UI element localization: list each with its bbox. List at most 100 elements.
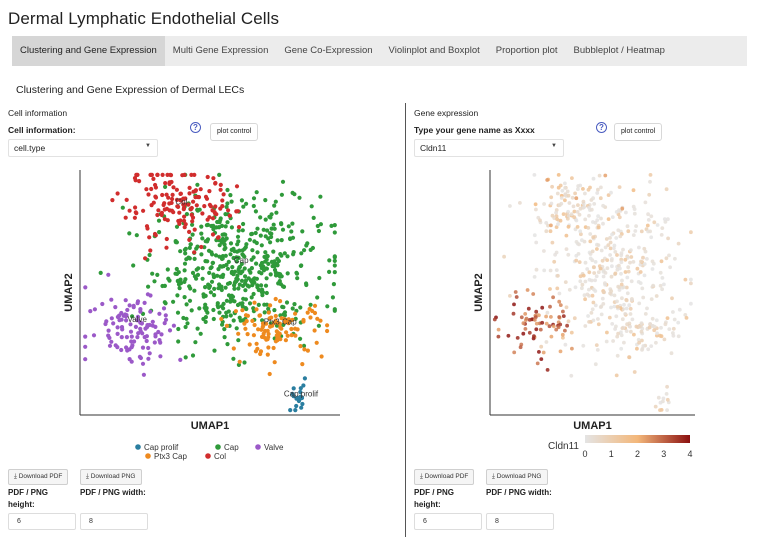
scatter-point	[195, 272, 201, 277]
scatter-point	[586, 226, 591, 230]
scatter-point	[626, 269, 631, 274]
scatter-point	[281, 305, 286, 310]
scatter-point	[304, 282, 309, 288]
scatter-point	[310, 308, 315, 314]
scatter-point	[225, 266, 230, 271]
scatter-point	[603, 281, 607, 286]
scatter-point	[141, 208, 146, 213]
scatter-point	[569, 330, 574, 335]
scatter-point	[588, 239, 593, 244]
scatter-point	[251, 255, 256, 260]
scatter-point	[635, 346, 639, 351]
gene-select[interactable]: Cldn11 ▼	[414, 139, 564, 157]
scatter-point	[226, 259, 231, 264]
scatter-point	[662, 282, 666, 287]
scatter-point	[294, 403, 299, 409]
scatter-point	[234, 326, 239, 331]
tab-bubble-heatmap[interactable]: Bubbleplot / Heatmap	[573, 45, 665, 56]
scatter-point	[293, 408, 298, 413]
scatter-point	[549, 201, 554, 206]
scatter-point	[649, 235, 654, 240]
tab-violin-boxplot[interactable]: Violinplot and Boxplot	[388, 45, 480, 56]
scatter-point	[295, 276, 300, 281]
scatter-point	[601, 203, 605, 208]
scatter-point	[659, 325, 663, 330]
download-pdf-button[interactable]: ⤓ Download PDF	[8, 469, 69, 485]
scatter-point	[561, 335, 565, 340]
plot-control-button[interactable]: plot control	[614, 123, 663, 141]
tab-multi-gene[interactable]: Multi Gene Expression	[172, 45, 269, 56]
scatter-point	[285, 271, 290, 276]
scatter-point	[550, 213, 555, 218]
download-png-button[interactable]: ⤓ Download PNG	[80, 469, 142, 485]
plot-control-button[interactable]: plot control	[210, 123, 259, 141]
scatter-point	[589, 278, 594, 283]
scatter-point	[512, 350, 517, 355]
scatter-point	[107, 335, 112, 340]
scatter-point	[258, 263, 263, 268]
height-input[interactable]: 6	[414, 513, 482, 530]
download-png-button[interactable]: ⤓ Download PNG	[486, 469, 548, 485]
scatter-point	[549, 315, 553, 319]
scatter-point	[600, 258, 605, 263]
scatter-point	[202, 245, 207, 250]
height-input[interactable]: 6	[8, 513, 76, 530]
scatter-point	[217, 172, 222, 177]
scatter-point	[265, 228, 270, 233]
scatter-point	[534, 321, 539, 326]
scatter-point	[185, 321, 190, 326]
scatter-point	[243, 274, 248, 279]
scatter-point	[162, 321, 167, 326]
app-title: Dermal Lymphatic Endothelial Cells	[8, 9, 280, 28]
scatter-point	[210, 252, 215, 257]
scatter-point	[300, 401, 305, 407]
scatter-point	[576, 187, 580, 191]
tab-proportion[interactable]: Proportion plot	[495, 45, 558, 56]
scatter-point	[250, 283, 255, 288]
scatter-point	[606, 217, 611, 221]
width-input[interactable]: 8	[486, 513, 554, 530]
scatter-point	[150, 319, 155, 324]
scatter-point	[266, 345, 271, 350]
scatter-point	[580, 282, 585, 287]
scatter-point	[176, 270, 181, 275]
legend-swatch	[215, 444, 221, 450]
help-icon[interactable]: ?	[596, 122, 607, 133]
scatter-point	[632, 211, 637, 216]
cell-info-select[interactable]: cell.type ▼	[8, 139, 158, 157]
scatter-point	[293, 316, 298, 321]
scatter-point	[202, 204, 207, 209]
scatter-point	[104, 319, 109, 324]
scatter-point	[212, 210, 217, 215]
scatter-point	[586, 187, 591, 192]
scatter-point	[554, 250, 559, 255]
scatter-point	[677, 307, 682, 312]
scatter-point	[260, 318, 265, 323]
scatter-point	[554, 210, 558, 215]
scatter-point	[496, 334, 501, 339]
scatter-point	[558, 349, 563, 354]
tab-co-expression[interactable]: Gene Co-Expression	[284, 45, 373, 56]
scatter-point	[620, 206, 625, 211]
scatter-point	[676, 320, 681, 325]
scatter-point	[617, 215, 622, 220]
tab-clustering[interactable]: Clustering and Gene Expression	[12, 36, 165, 66]
scatter-point	[228, 296, 234, 301]
scatter-point	[631, 188, 636, 193]
scatter-point	[280, 284, 286, 289]
scatter-point	[629, 279, 634, 284]
scatter-point	[625, 291, 630, 296]
scatter-point	[194, 267, 199, 272]
scatter-point	[195, 326, 200, 331]
width-input[interactable]: 8	[80, 513, 148, 530]
scatter-point	[264, 321, 269, 326]
scatter-point	[661, 396, 666, 401]
help-icon[interactable]: ?	[190, 122, 201, 133]
scatter-point	[195, 182, 200, 187]
scatter-point	[601, 274, 606, 279]
download-pdf-button[interactable]: ⤓ Download PDF	[414, 469, 475, 485]
scatter-point	[212, 348, 217, 353]
scatter-point	[617, 185, 622, 189]
scatter-point	[298, 263, 303, 268]
scatter-point	[177, 221, 182, 226]
